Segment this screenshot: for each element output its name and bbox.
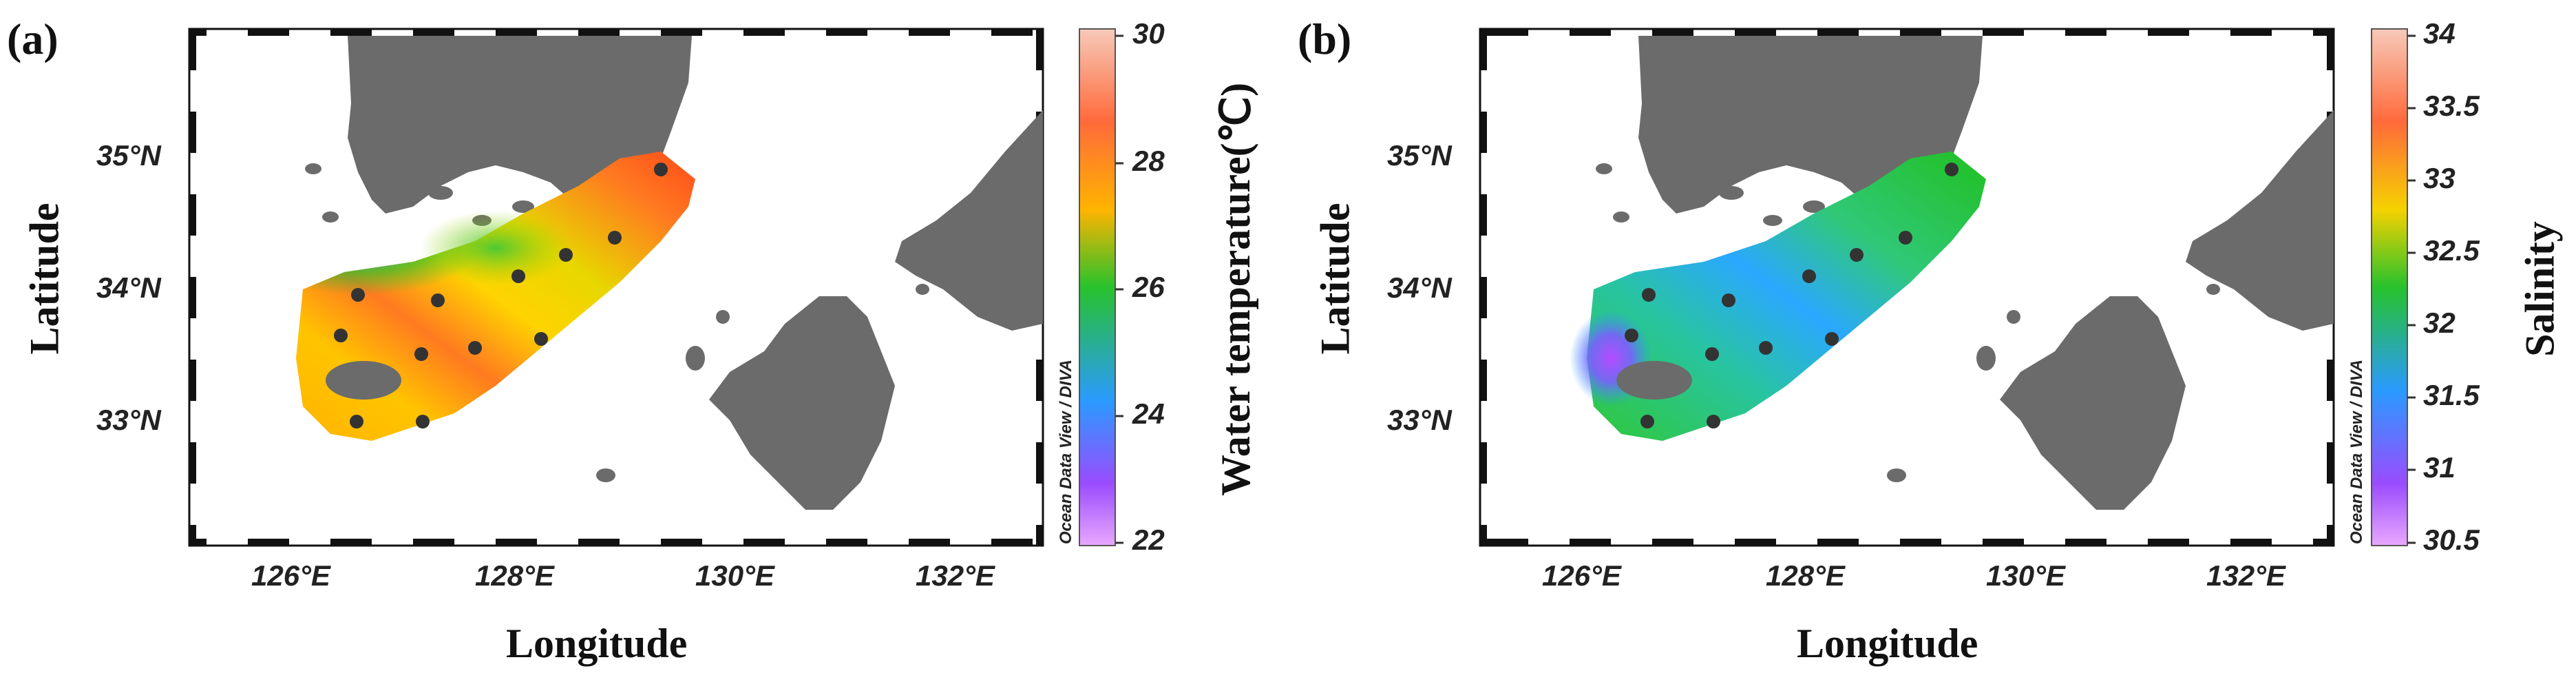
- stations-a: [334, 163, 668, 428]
- cb-tick-b-31-5: 31.5: [2423, 379, 2480, 411]
- stations-b: [1625, 163, 1959, 428]
- cb-tick-a-26: 26: [1132, 271, 1165, 303]
- y-axis-label-a: Latitude: [21, 203, 67, 355]
- salinity-field-b: [1570, 152, 1986, 441]
- x-tick-132e-a: 132°E: [916, 559, 995, 592]
- y-tick-34n-b: 34°N: [1387, 271, 1452, 304]
- y-tick-34n-a: 34°N: [96, 271, 161, 304]
- x-tick-132e-b: 132°E: [2206, 559, 2285, 592]
- cb-tick-b-34: 34: [2423, 17, 2456, 50]
- cb-tick-b-33: 33: [2423, 162, 2456, 194]
- cb-tick-a-28: 28: [1132, 145, 1165, 177]
- x-tick-128e-b: 128°E: [1766, 559, 1845, 592]
- x-tick-130e-a: 130°E: [695, 559, 774, 592]
- x-axis-label-b: Longitude: [1797, 621, 1978, 666]
- colorbar-title-b: Salinity: [2517, 221, 2563, 357]
- cb-tick-a-30: 30: [1132, 17, 1165, 50]
- y-axis-label-b: Latitude: [1312, 203, 1358, 355]
- colorbar-a: [1079, 28, 1123, 546]
- x-tick-130e-b: 130°E: [1986, 559, 2065, 592]
- cb-tick-b-33-5: 33.5: [2423, 90, 2480, 122]
- odv-watermark-b: Ocean Data View / DIVA: [2347, 359, 2366, 544]
- x-tick-128e-a: 128°E: [475, 559, 554, 592]
- cb-tick-a-22: 22: [1132, 524, 1165, 556]
- y-tick-35n-a: 35°N: [96, 139, 161, 172]
- colorbar-title-a: Water temperature(℃): [1213, 83, 1258, 496]
- y-tick-33n-a: 33°N: [96, 404, 161, 436]
- cb-tick-a-24: 24: [1132, 397, 1165, 430]
- x-tick-126e-a: 126°E: [251, 559, 330, 592]
- colorbar-b: [2371, 28, 2416, 546]
- odv-watermark-a: Ocean Data View / DIVA: [1057, 359, 1075, 544]
- x-axis-label-a: Longitude: [506, 621, 688, 666]
- panel-a-label: (a): [7, 14, 59, 63]
- x-tick-126e-b: 126°E: [1542, 559, 1621, 592]
- cb-tick-b-31: 31: [2423, 451, 2456, 484]
- y-tick-35n-b: 35°N: [1387, 139, 1452, 172]
- cb-tick-b-32: 32: [2423, 307, 2456, 339]
- temperature-field-a: [296, 152, 695, 441]
- cb-tick-b-32-5: 32.5: [2423, 234, 2480, 267]
- y-tick-33n-b: 33°N: [1387, 404, 1452, 436]
- cb-tick-b-30-5: 30.5: [2423, 524, 2480, 556]
- panel-b-label: (b): [1298, 14, 1352, 63]
